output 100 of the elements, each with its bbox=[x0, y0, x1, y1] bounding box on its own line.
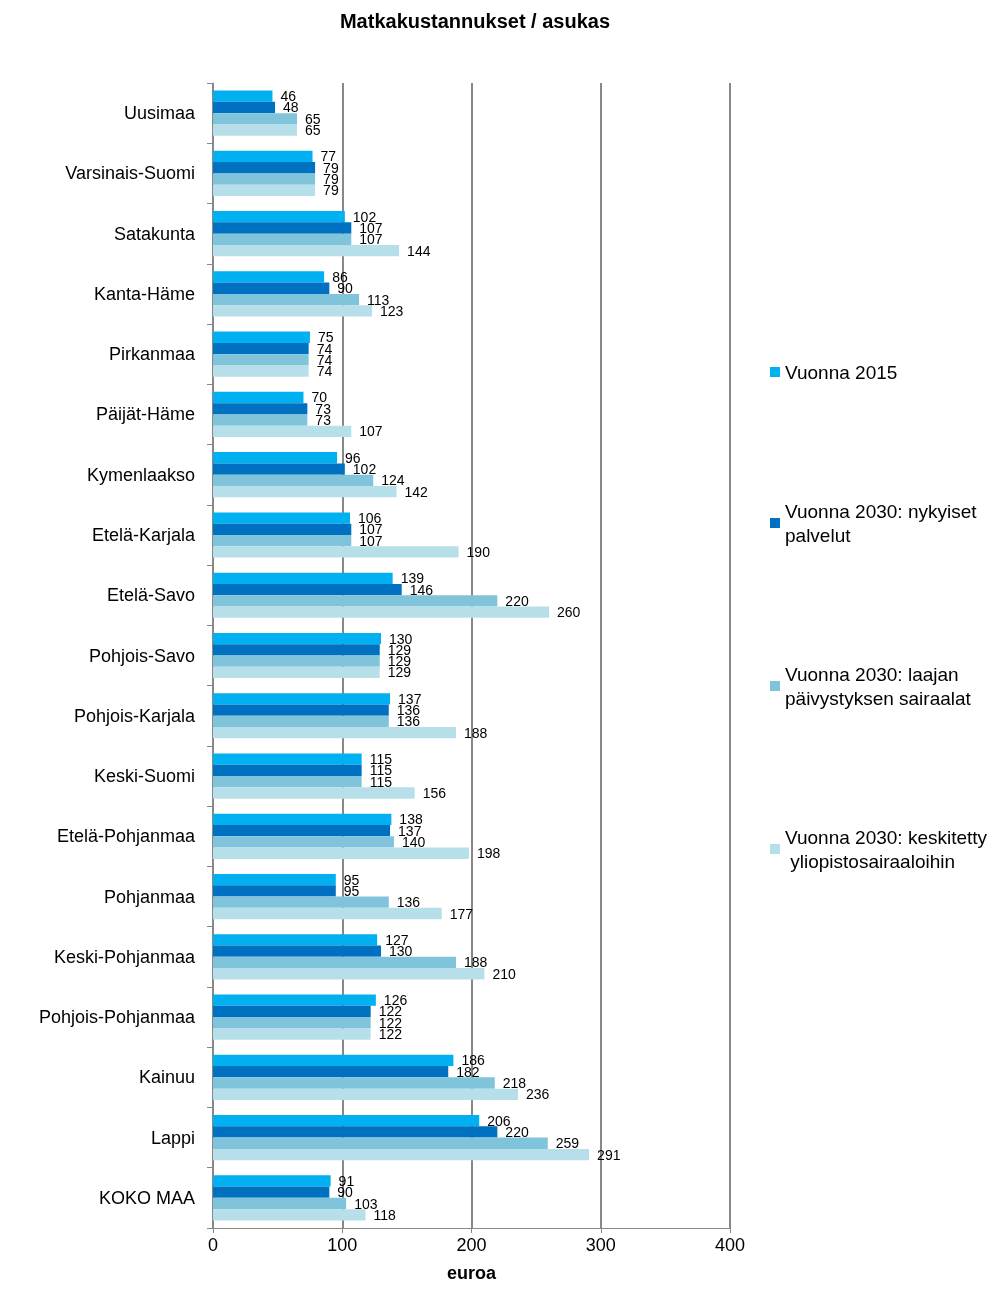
bar bbox=[213, 173, 316, 185]
bar bbox=[213, 365, 309, 377]
bar bbox=[213, 1137, 548, 1149]
bar bbox=[213, 244, 400, 257]
bar bbox=[213, 1197, 347, 1210]
data-label: 188 bbox=[463, 954, 488, 971]
bar bbox=[213, 666, 380, 679]
bar bbox=[213, 546, 459, 558]
bar bbox=[213, 787, 415, 799]
bar bbox=[213, 1005, 371, 1018]
y-tick-label: Kainuu bbox=[138, 1067, 195, 1088]
data-label: 144 bbox=[407, 242, 431, 259]
chart-title: Matkakustannukset / asukas bbox=[339, 10, 611, 32]
y-tick-label: Etelä-Pohjanmaa bbox=[56, 826, 196, 847]
data-label: 236 bbox=[526, 1086, 550, 1103]
y-tick-label: Keski-Suomi bbox=[93, 766, 195, 787]
bar bbox=[213, 1066, 449, 1078]
data-label: 188 bbox=[463, 724, 488, 741]
bar bbox=[213, 222, 352, 234]
bar bbox=[213, 873, 336, 886]
bar bbox=[213, 534, 352, 547]
bar bbox=[213, 727, 456, 739]
bar bbox=[213, 896, 389, 908]
bar bbox=[213, 1175, 331, 1187]
bar bbox=[213, 101, 276, 114]
data-label: 190 bbox=[466, 543, 491, 560]
bar bbox=[213, 968, 485, 980]
bar bbox=[213, 753, 362, 765]
bar bbox=[213, 776, 362, 788]
data-label: 86 bbox=[332, 268, 348, 285]
y-tick-label: Kanta-Häme bbox=[93, 283, 195, 304]
x-tick-label: 400 bbox=[714, 1235, 746, 1255]
data-label: 91 bbox=[338, 1172, 355, 1189]
data-label: 156 bbox=[422, 784, 447, 801]
y-tick-label: Päijät-Häme bbox=[95, 404, 195, 425]
bar bbox=[213, 233, 352, 245]
y-tick-label: Pohjois-Karjala bbox=[73, 705, 196, 726]
bar bbox=[213, 715, 389, 728]
bar bbox=[213, 124, 298, 136]
y-tick-label: KOKO MAA bbox=[98, 1187, 195, 1208]
y-tick-label: Etelä-Karjala bbox=[91, 524, 196, 545]
bar bbox=[213, 414, 308, 426]
bar bbox=[213, 595, 498, 607]
bar bbox=[213, 391, 304, 404]
bar bbox=[213, 211, 345, 223]
bar bbox=[213, 184, 316, 196]
data-label: 291 bbox=[597, 1146, 621, 1163]
data-label: 220 bbox=[505, 592, 529, 609]
bar bbox=[213, 994, 376, 1006]
y-tick-label: Etelä-Savo bbox=[106, 585, 195, 606]
data-label: 218 bbox=[502, 1074, 527, 1091]
y-tick-label: Lappi bbox=[150, 1127, 195, 1148]
bar bbox=[213, 572, 393, 584]
bar bbox=[213, 934, 378, 946]
y-tick-label: Uusimaa bbox=[123, 103, 196, 124]
bar bbox=[213, 836, 394, 848]
data-label: 107 bbox=[359, 423, 383, 440]
bar bbox=[213, 945, 382, 957]
bar bbox=[213, 644, 380, 656]
legend-label: Vuonna 2030: keskitetty yliopistosairaaloihin bbox=[785, 826, 987, 872]
bar bbox=[213, 425, 352, 438]
legend-label: Vuonna 2015 bbox=[785, 361, 898, 383]
data-label: 198 bbox=[476, 845, 501, 862]
data-label: 177 bbox=[449, 905, 474, 922]
bar bbox=[213, 342, 309, 355]
x-axis-title: euroa bbox=[446, 1263, 497, 1283]
bar bbox=[213, 693, 391, 705]
bar bbox=[213, 271, 325, 283]
bar bbox=[213, 331, 310, 343]
bar bbox=[213, 523, 352, 535]
bar bbox=[213, 704, 389, 716]
bar bbox=[213, 1077, 495, 1089]
bar bbox=[213, 486, 397, 498]
bar bbox=[213, 305, 372, 317]
bar bbox=[213, 403, 308, 415]
data-label: 259 bbox=[555, 1135, 580, 1152]
x-tick-label: 300 bbox=[585, 1235, 616, 1255]
y-tick-label: Pirkanmaa bbox=[108, 344, 196, 365]
data-label: 142 bbox=[404, 483, 429, 500]
bar bbox=[213, 583, 402, 596]
bar bbox=[213, 1148, 590, 1161]
legend-label: Vuonna 2030: laajan päivystyksen sairaalat bbox=[785, 663, 972, 709]
bar bbox=[213, 907, 442, 920]
bar bbox=[213, 512, 351, 524]
bar bbox=[213, 824, 391, 837]
data-label: 124 bbox=[381, 472, 405, 489]
bar bbox=[213, 1126, 498, 1138]
bar bbox=[213, 1209, 366, 1221]
bar bbox=[213, 282, 330, 294]
bar bbox=[213, 293, 360, 306]
bar bbox=[213, 150, 313, 163]
bar bbox=[213, 113, 298, 125]
bar bbox=[213, 1186, 330, 1198]
data-label: 210 bbox=[492, 965, 516, 982]
bar bbox=[213, 1028, 371, 1040]
data-label: 136 bbox=[396, 894, 421, 911]
bar bbox=[213, 90, 273, 102]
bar bbox=[213, 1017, 371, 1029]
y-tick-label: Varsinais-Suomi bbox=[65, 163, 195, 184]
bar bbox=[213, 764, 362, 777]
